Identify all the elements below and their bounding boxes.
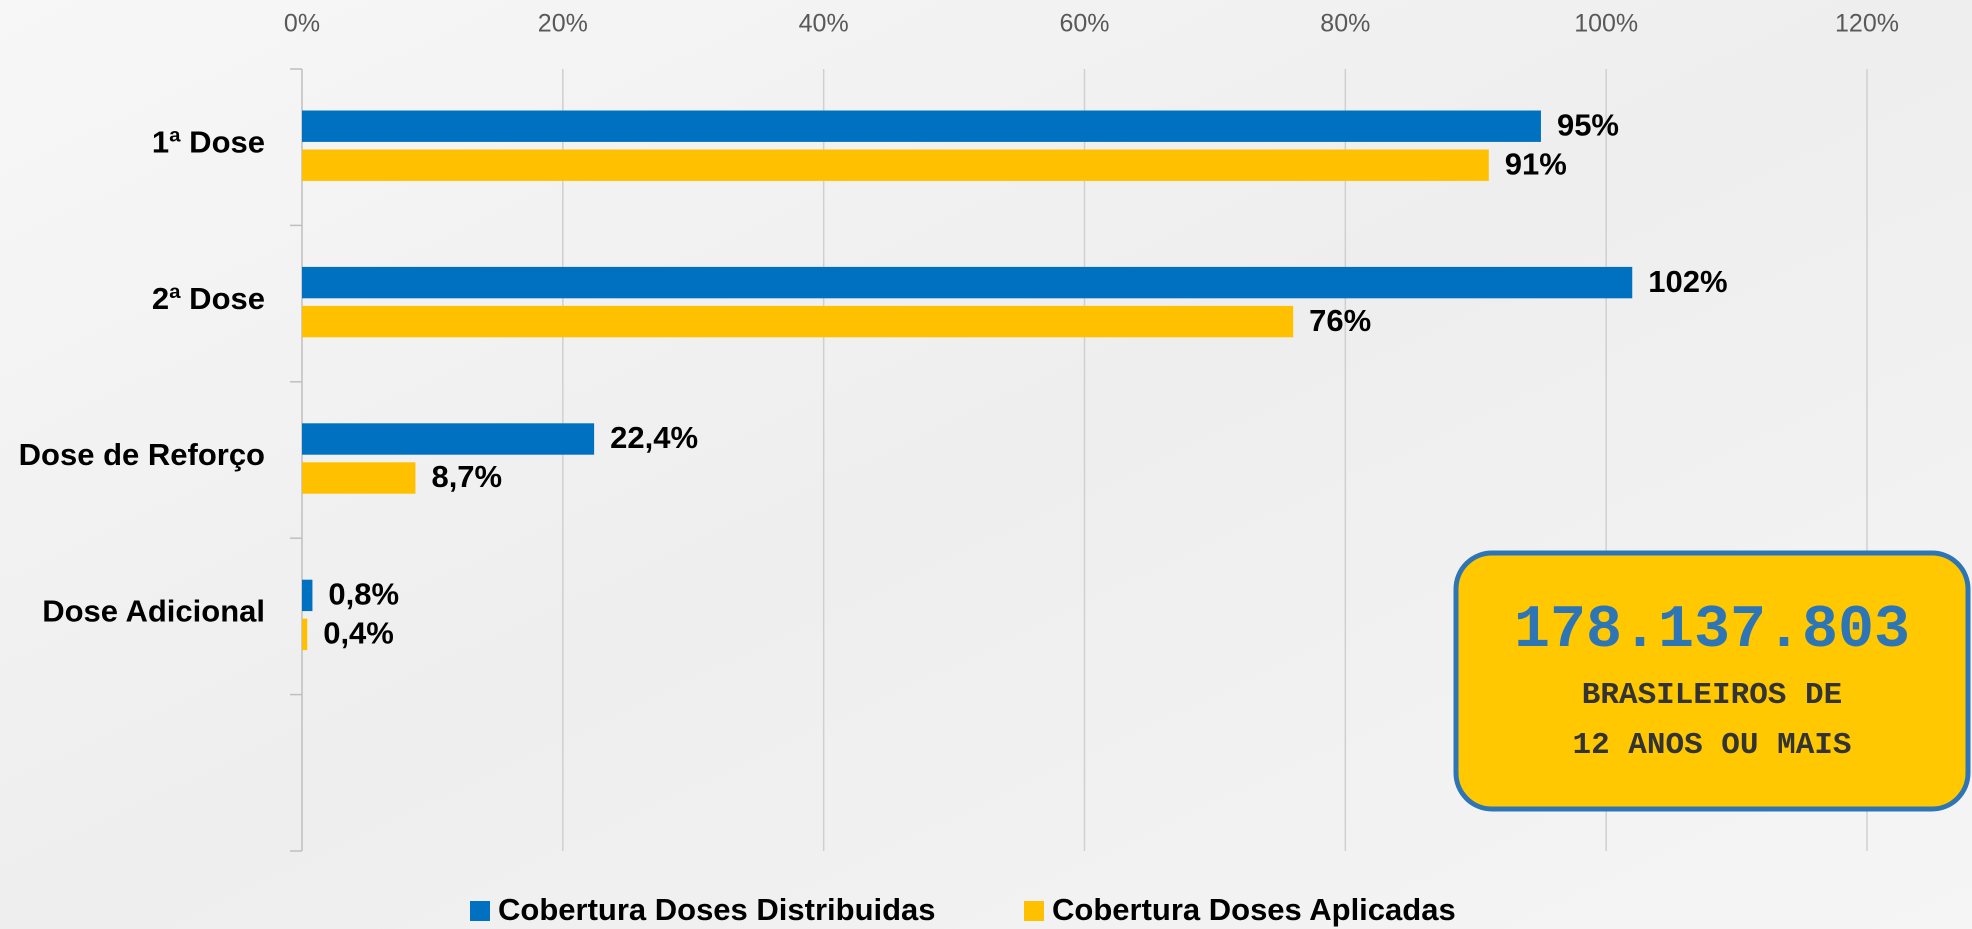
bar bbox=[302, 423, 595, 455]
bar bbox=[302, 305, 1294, 338]
x-tick-label: 20% bbox=[538, 10, 588, 38]
bar bbox=[302, 149, 1489, 181]
bar bbox=[302, 579, 313, 612]
category-label: Dose Adicional bbox=[42, 594, 265, 629]
callout-number: 178.137.803 bbox=[1514, 597, 1910, 665]
value-label: 0,8% bbox=[328, 577, 399, 612]
category-label: 2ª Dose bbox=[152, 281, 265, 316]
value-label: 76% bbox=[1309, 303, 1371, 338]
bar bbox=[302, 110, 1541, 142]
category-label: 1ª Dose bbox=[152, 124, 265, 159]
value-label: 22,4% bbox=[610, 420, 698, 455]
legend-label: Cobertura Doses Distribuidas bbox=[498, 892, 936, 927]
category-label: Dose de Reforço bbox=[19, 437, 265, 472]
x-tick-label: 80% bbox=[1320, 10, 1370, 38]
legend-swatch bbox=[470, 901, 490, 921]
value-label: 8,7% bbox=[431, 459, 502, 494]
value-label: 91% bbox=[1505, 146, 1567, 181]
x-tick-label: 40% bbox=[799, 10, 849, 38]
legend-label: Cobertura Doses Aplicadas bbox=[1052, 892, 1456, 927]
value-label: 0,4% bbox=[323, 616, 394, 651]
legend-swatch bbox=[1024, 901, 1044, 921]
value-label: 95% bbox=[1557, 107, 1619, 142]
x-tick-label: 0% bbox=[284, 10, 320, 38]
value-label: 102% bbox=[1648, 264, 1727, 299]
callout-box bbox=[1453, 550, 1971, 812]
bar bbox=[302, 462, 416, 494]
bar bbox=[302, 266, 1633, 299]
callout-text: BRASILEIROS DE bbox=[1582, 678, 1842, 713]
x-tick-label: 120% bbox=[1835, 10, 1899, 38]
x-tick-label: 100% bbox=[1574, 10, 1638, 38]
x-tick-label: 60% bbox=[1059, 10, 1109, 38]
bar bbox=[302, 618, 308, 651]
callout-text: 12 ANOS OU MAIS bbox=[1572, 728, 1851, 763]
